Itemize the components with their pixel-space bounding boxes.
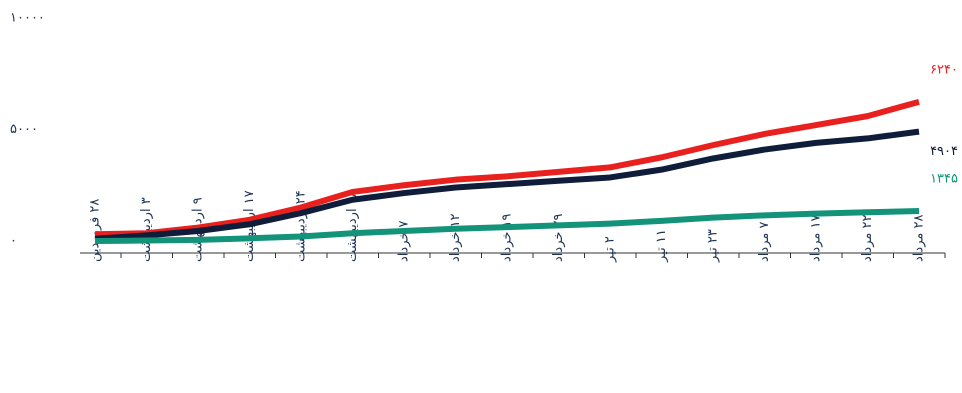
- x-tick-label: ۱۲ خرداد: [448, 213, 463, 262]
- x-tick-label: ۲۸ اردیبهشت: [345, 190, 360, 262]
- x-tick-label: ۷ خرداد: [397, 220, 412, 262]
- x-tick-label: ۱۱ تیر: [654, 229, 669, 263]
- x-tick-label: ۲ تیر: [603, 236, 618, 263]
- y-tick-label: ۰: [10, 234, 17, 249]
- x-tick-label: ۱۹ خرداد: [500, 213, 515, 262]
- value-label: ۴۹۰۴: [930, 144, 958, 159]
- y-tick-label: ۵۰۰۰: [10, 122, 38, 137]
- y-tick-label: ۱۰۰۰۰: [10, 11, 45, 26]
- x-tick-label: ۲۸ فروردین: [88, 199, 103, 262]
- x-tick-label: ۲۸ مرداد: [912, 215, 927, 262]
- value-label: ۱۳۴۵: [930, 172, 958, 187]
- series-line: [94, 208, 920, 244]
- x-tick-label: ۳ اردیبهشت: [139, 197, 154, 262]
- series-line: [94, 128, 920, 242]
- x-tick-label: ۲۹ خرداد: [551, 213, 566, 262]
- series-line: [94, 98, 920, 238]
- x-tick-label: ۲۳ تیر: [706, 229, 721, 263]
- x-tick-label: ۱۷ مرداد: [809, 215, 824, 262]
- x-tick-label: ۲۴ اردیبهشت: [294, 190, 309, 262]
- value-label: ۶۲۴۰: [930, 62, 958, 77]
- x-tick-label: ۷ مرداد: [757, 222, 772, 262]
- x-tick-label: ۲۲ مرداد: [860, 215, 875, 262]
